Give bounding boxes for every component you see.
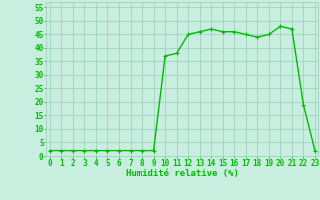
X-axis label: Humidité relative (%): Humidité relative (%)	[126, 169, 239, 178]
